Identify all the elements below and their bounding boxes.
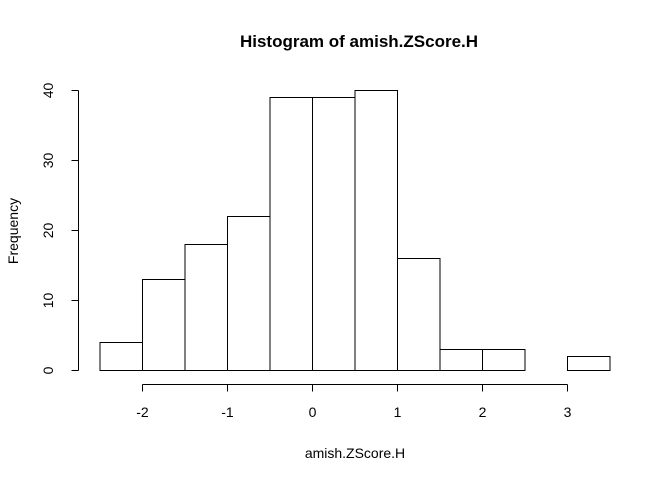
- histogram-bar: [482, 349, 526, 371]
- bars-group: [99, 90, 611, 371]
- x-tick-label: -1: [221, 404, 234, 420]
- y-tick-label: 10: [40, 293, 56, 309]
- histogram-bar: [142, 279, 186, 371]
- histogram-bar: [99, 342, 143, 371]
- x-tick-label: 1: [394, 404, 402, 420]
- histogram-bar: [269, 97, 313, 371]
- histogram-bar: [439, 349, 483, 371]
- y-tick-label: 40: [40, 83, 56, 99]
- x-tick-label: -2: [136, 404, 149, 420]
- chart-title: Histogram of amish.ZScore.H: [240, 32, 478, 51]
- histogram-bar: [354, 90, 398, 371]
- x-tick-label: 0: [309, 404, 317, 420]
- y-axis: 0 10 20 30 40: [40, 83, 79, 374]
- y-axis-label: Frequency: [5, 198, 21, 264]
- x-tick-label: 2: [479, 404, 487, 420]
- histogram-bar: [227, 216, 271, 371]
- histogram-bar: [397, 258, 441, 371]
- x-axis: -2 -1 0 1 2 3: [136, 384, 572, 420]
- x-axis-label: amish.ZScore.H: [305, 445, 405, 461]
- y-tick-label: 0: [40, 366, 56, 374]
- y-tick-label: 20: [40, 223, 56, 239]
- histogram-bar: [184, 244, 228, 371]
- histogram-bar: [312, 97, 356, 371]
- histogram-bar: [567, 356, 611, 371]
- y-tick-label: 30: [40, 153, 56, 169]
- x-tick-label: 3: [564, 404, 572, 420]
